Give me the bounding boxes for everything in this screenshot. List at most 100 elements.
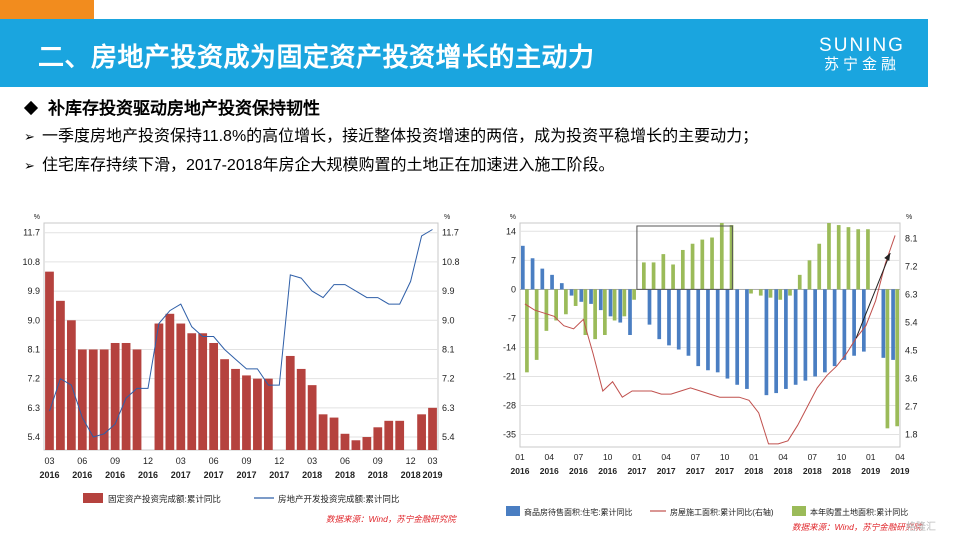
y-tick-label-right: 5.4 <box>442 432 455 442</box>
y-tick-label-right: 4.5 <box>905 346 918 356</box>
x-tick-year: 2017 <box>204 470 224 480</box>
x-tick-year: 2016 <box>39 470 59 480</box>
bar-blue <box>696 289 701 367</box>
x-tick-month: 06 <box>340 456 350 466</box>
bar-green <box>651 262 656 290</box>
y-tick-label-left: -7 <box>508 313 516 323</box>
x-tick-month: 10 <box>720 452 730 462</box>
x-tick-month: 01 <box>749 452 759 462</box>
bar-blue <box>784 289 788 389</box>
bar-blue <box>793 289 798 385</box>
bar-green <box>827 223 831 290</box>
bar-blue <box>550 274 554 290</box>
bar-green <box>710 237 714 290</box>
right-chart-svg: 14 7 0 -7 -14 -21 -28 -35 8.1 7.2 6.3 5.4 4.5 3.6 2.7 1… <box>503 214 918 517</box>
y-tick-label-right: 7.2 <box>905 262 918 272</box>
x-tick-month: 06 <box>77 456 87 466</box>
bar <box>428 407 437 450</box>
x-tick-month: 09 <box>241 456 251 466</box>
y-tick-label-left: -21 <box>503 371 516 381</box>
bar <box>362 437 372 450</box>
legend-swatch-bar <box>83 493 103 503</box>
y-tick-label-left: 11.7 <box>23 228 40 238</box>
legend-label: 固定资产投资完成额:累计同比 <box>108 494 221 504</box>
bar-blue <box>891 289 895 360</box>
bar-green <box>534 289 539 360</box>
y-tick-label-right: 2.7 <box>905 402 918 412</box>
bar-blue <box>647 289 652 325</box>
bar <box>417 414 426 450</box>
bar-green <box>729 225 734 290</box>
bar <box>45 271 54 450</box>
x-tick-month: 09 <box>110 456 120 466</box>
bullet-item: ➢ 一季度房地产投资保持11.8%的高位增长，接近整体投资增速的两倍，成为投资平稳… <box>24 122 758 146</box>
series-line <box>49 229 433 438</box>
bar-green <box>758 289 763 296</box>
y-tick-label-right: 5.4 <box>905 318 918 328</box>
bar-blue <box>832 289 837 367</box>
bar-blue <box>686 289 691 356</box>
x-tick-year: 2017 <box>236 470 256 480</box>
bar-green <box>895 289 900 427</box>
bar <box>340 433 350 450</box>
bar-green <box>817 243 822 290</box>
bar <box>176 323 186 450</box>
bar-green <box>622 289 627 317</box>
x-tick-month: 04 <box>661 452 671 462</box>
y-tick-label-left: 9.0 <box>27 315 40 325</box>
x-tick-month: 07 <box>574 452 584 462</box>
bar-green <box>525 289 529 373</box>
bar <box>99 349 109 450</box>
bar <box>263 378 273 450</box>
logo-text-cn: 苏宁金融 <box>823 56 900 73</box>
bar-blue <box>608 289 613 317</box>
y-tick-label-left: -14 <box>503 342 516 352</box>
y-tick-label-right: 3.6 <box>905 374 918 384</box>
bar <box>307 385 317 450</box>
y-unit-right: % <box>444 214 450 221</box>
bar-green <box>593 289 597 340</box>
inventory-construction-land-chart: 14 7 0 -7 -14 -21 -28 -35 8.1 7.2 6.3 5.4 4.5 3.6 2.7 1… <box>492 205 932 540</box>
bar <box>110 342 120 450</box>
bar <box>253 378 262 450</box>
bar <box>384 420 394 450</box>
x-tick-month: 04 <box>895 452 905 462</box>
x-tick-month: 07 <box>691 452 701 462</box>
y-tick-label-right: 9.0 <box>442 315 455 325</box>
arrow-bullet-icon: ➢ <box>24 158 35 173</box>
y-tick-label-left: -35 <box>503 430 516 440</box>
y-tick-label-right: 6.3 <box>905 290 918 300</box>
x-tick-year: 2016 <box>105 470 125 480</box>
y-tick-label-left: 8.1 <box>27 344 40 354</box>
y-tick-label-right: 10.8 <box>442 257 460 267</box>
bar-green <box>573 289 578 306</box>
legend-swatch-blue <box>506 506 520 516</box>
bar <box>88 349 98 450</box>
y-tick-label-left: 10.8 <box>22 257 40 267</box>
bar-blue <box>589 289 593 304</box>
bar <box>329 417 339 450</box>
bar-green <box>807 260 812 290</box>
x-tick-month: 03 <box>44 456 54 466</box>
bar <box>77 349 87 450</box>
x-tick-month: 04 <box>778 452 788 462</box>
bar-blue <box>667 289 671 346</box>
bar-blue <box>764 289 769 396</box>
y-tick-label-right: 11.7 <box>442 228 459 238</box>
x-tick-year: 2016 <box>138 470 158 480</box>
bar-blue <box>598 289 603 311</box>
bar <box>296 368 306 450</box>
bar-green <box>885 289 890 429</box>
bar-blue <box>862 289 866 352</box>
legend-label: 商品房待售面积:住宅:累计同比 <box>524 507 632 517</box>
bar-blue <box>813 289 817 377</box>
bullet-text: 一季度房地产投资保持11.8%的高位增长，接近整体投资增速的两倍，成为投资平稳增… <box>42 128 759 145</box>
bar <box>318 414 328 450</box>
bar-blue <box>657 289 662 340</box>
bar <box>242 375 251 450</box>
x-tick-month: 03 <box>307 456 317 466</box>
x-tick-year: 2018 <box>302 470 322 480</box>
y-tick-label-left: 7.2 <box>27 374 40 384</box>
bar <box>165 313 175 450</box>
bullet-text: 住宅库存持续下滑，2017-2018年房企大规模购置的土地正在加速进入施工阶段。 <box>42 157 615 174</box>
